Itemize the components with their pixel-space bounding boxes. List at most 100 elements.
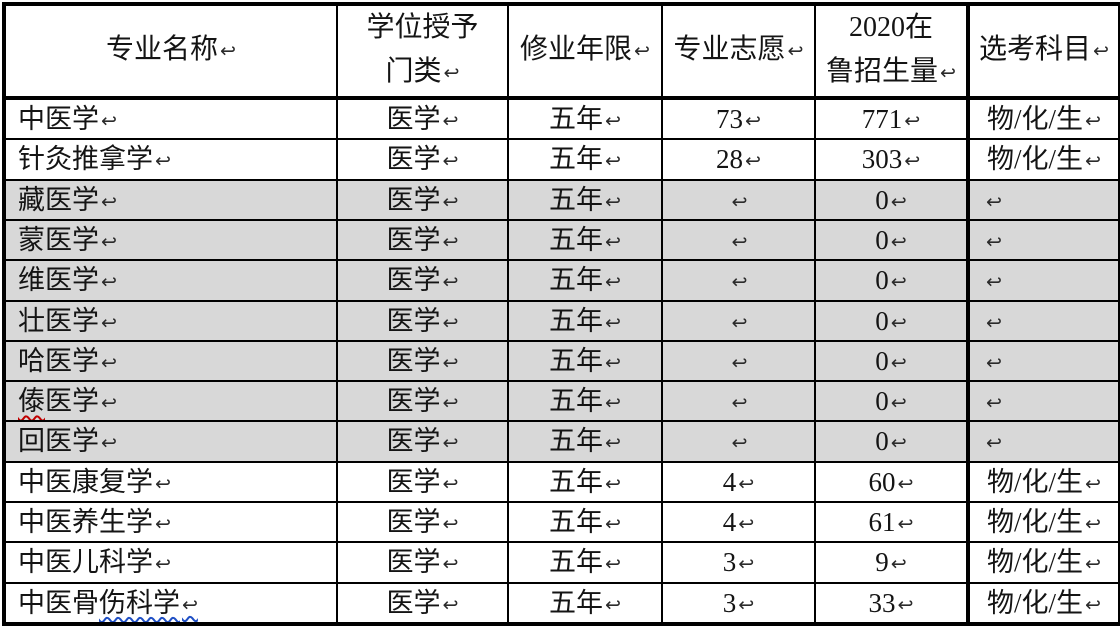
cell-text: 五年 [549, 386, 604, 417]
cell-text: 五年 [549, 587, 604, 618]
paragraph-mark-icon: ↩ [155, 472, 171, 495]
cell-exam-subjects: ↩ [966, 259, 1120, 302]
cell-text: 五年 [549, 265, 604, 296]
cell-text: 9 [875, 547, 889, 578]
cell-major-name: 中医骨伤科学 ↩ [3, 581, 338, 626]
paragraph-mark-icon: ↩ [605, 593, 621, 616]
paragraph-mark-icon: ↩ [605, 190, 621, 213]
cell-exam-subjects: 物/化/生 ↩ [966, 581, 1120, 626]
paragraph-mark-icon: ↩ [890, 190, 907, 213]
paragraph-mark-icon: ↩ [1085, 150, 1101, 173]
paragraph-mark-icon: ↩ [1093, 40, 1109, 62]
cell-text: 医学 [386, 305, 441, 336]
paragraph-mark-icon: ↩ [731, 271, 748, 294]
cell-major-name: 壮医学 ↩ [3, 299, 338, 342]
header-label: 选考科目 [979, 34, 1092, 65]
cell-enrollment: 0 ↩ [814, 420, 969, 463]
paragraph-mark-icon: ↩ [890, 553, 907, 576]
cell-degree-category: 医学 ↩ [336, 218, 509, 262]
cell-exam-subjects: 物/化/生 ↩ [966, 96, 1120, 141]
cell-text: 物/化/生 [987, 587, 1084, 618]
cell-major-preference: ↩ [661, 259, 816, 302]
header-label: 鲁招生量 [826, 56, 939, 87]
cell-text: 五年 [549, 184, 604, 215]
paragraph-mark-icon: ↩ [1085, 472, 1101, 495]
table-body: 中医学 ↩ 医学 ↩ 五年 ↩ 73 ↩ 771 ↩ 物/化/生 ↩ 针灸推拿学 ↩ 医学 ↩ 五年 ↩ 28 ↩ 30… [3, 96, 1120, 626]
cell-text: 60 [868, 466, 896, 497]
paragraph-mark-icon: ↩ [442, 110, 459, 133]
major-name-text: 壮医学 [18, 305, 99, 336]
cell-major-name: 中医养生学 ↩ [3, 500, 338, 544]
table-row: 哈医学 ↩ 医学 ↩ 五年 ↩ ↩ 0 ↩ ↩ [3, 339, 1120, 383]
paragraph-mark-icon: ↩ [986, 351, 1002, 374]
cell-text: 物/化/生 [987, 104, 1084, 135]
paragraph-mark-icon: ↩ [890, 271, 907, 294]
paragraph-mark-icon: ↩ [605, 392, 621, 415]
cell-enrollment: 0 ↩ [814, 299, 969, 342]
cell-text: 3 [722, 547, 737, 578]
paragraph-mark-icon: ↩ [442, 271, 459, 294]
table-row: 藏医学 ↩ 医学 ↩ 五年 ↩ ↩ 0 ↩ ↩ [3, 178, 1120, 222]
cell-exam-subjects: ↩ [966, 299, 1120, 342]
paragraph-mark-icon: ↩ [101, 351, 117, 374]
cell-enrollment: 61 ↩ [814, 500, 969, 544]
paragraph-mark-icon: ↩ [155, 553, 171, 576]
table-row: 针灸推拿学 ↩ 医学 ↩ 五年 ↩ 28 ↩ 303 ↩ 物/化/生 ↩ [3, 138, 1120, 181]
paragraph-mark-icon: ↩ [745, 110, 761, 133]
paragraph-mark-icon: ↩ [101, 230, 117, 253]
cell-exam-subjects: 物/化/生 ↩ [966, 500, 1120, 544]
cell-enrollment: 0 ↩ [814, 339, 969, 383]
paragraph-mark-icon: ↩ [940, 62, 956, 84]
cell-major-name: 中医学 ↩ [3, 96, 338, 141]
major-name-text: 针灸推拿学 [18, 144, 153, 175]
cell-text: 4 [722, 506, 737, 537]
cell-text: 33 [868, 587, 896, 618]
cell-degree-category: 医学 ↩ [336, 339, 509, 383]
col-header-degree-category: 学位授予 门类 ↩ [336, 3, 509, 100]
paragraph-mark-icon: ↩ [101, 190, 117, 213]
cell-text: 五年 [549, 305, 604, 336]
cell-study-duration: 五年 ↩ [507, 259, 663, 302]
cell-text: 医学 [386, 386, 441, 417]
paragraph-mark-icon: ↩ [738, 593, 755, 616]
paragraph-mark-icon: ↩ [890, 432, 907, 455]
cell-text: 医学 [386, 345, 441, 376]
paragraph-mark-icon: ↩ [986, 271, 1002, 294]
table-row: 蒙医学 ↩ 医学 ↩ 五年 ↩ ↩ 0 ↩ ↩ [3, 218, 1120, 262]
cell-major-preference: ↩ [661, 380, 816, 423]
col-header-major-name: 专业名称 ↩ [3, 3, 338, 100]
cell-major-name: 傣医学 ↩ [3, 380, 338, 423]
cell-exam-subjects: ↩ [966, 339, 1120, 383]
cell-study-duration: 五年 ↩ [507, 96, 663, 141]
paragraph-mark-icon: ↩ [101, 392, 117, 415]
cell-degree-category: 医学 ↩ [336, 460, 509, 503]
paragraph-mark-icon: ↩ [220, 40, 236, 62]
cell-text: 61 [868, 506, 896, 537]
cell-enrollment: 60 ↩ [814, 460, 969, 503]
cell-enrollment: 0 ↩ [814, 380, 969, 423]
major-name-text: 藏医学 [18, 184, 99, 215]
paragraph-mark-icon: ↩ [897, 593, 914, 616]
header-label: 修业年限 [520, 34, 633, 65]
cell-enrollment: 0 ↩ [814, 218, 969, 262]
header-label: 2020在 [848, 12, 933, 43]
paragraph-mark-icon: ↩ [605, 512, 621, 535]
cell-major-name: 藏医学 ↩ [3, 178, 338, 222]
major-name-text: 维医学 [18, 265, 99, 296]
cell-study-duration: 五年 ↩ [507, 420, 663, 463]
paragraph-mark-icon: ↩ [442, 190, 459, 213]
cell-major-preference: 28 ↩ [661, 138, 816, 181]
cell-study-duration: 五年 ↩ [507, 299, 663, 342]
cell-text: 771 [861, 104, 903, 135]
cell-text: 医学 [386, 466, 441, 497]
paragraph-mark-icon: ↩ [897, 472, 914, 495]
paragraph-mark-icon: ↩ [442, 553, 459, 576]
cell-text: 物/化/生 [987, 466, 1084, 497]
cell-major-preference: ↩ [661, 420, 816, 463]
paragraph-mark-icon: ↩ [890, 230, 907, 253]
paragraph-mark-icon: ↩ [731, 432, 748, 455]
paragraph-mark-icon: ↩ [731, 392, 748, 415]
cell-degree-category: 医学 ↩ [336, 299, 509, 342]
